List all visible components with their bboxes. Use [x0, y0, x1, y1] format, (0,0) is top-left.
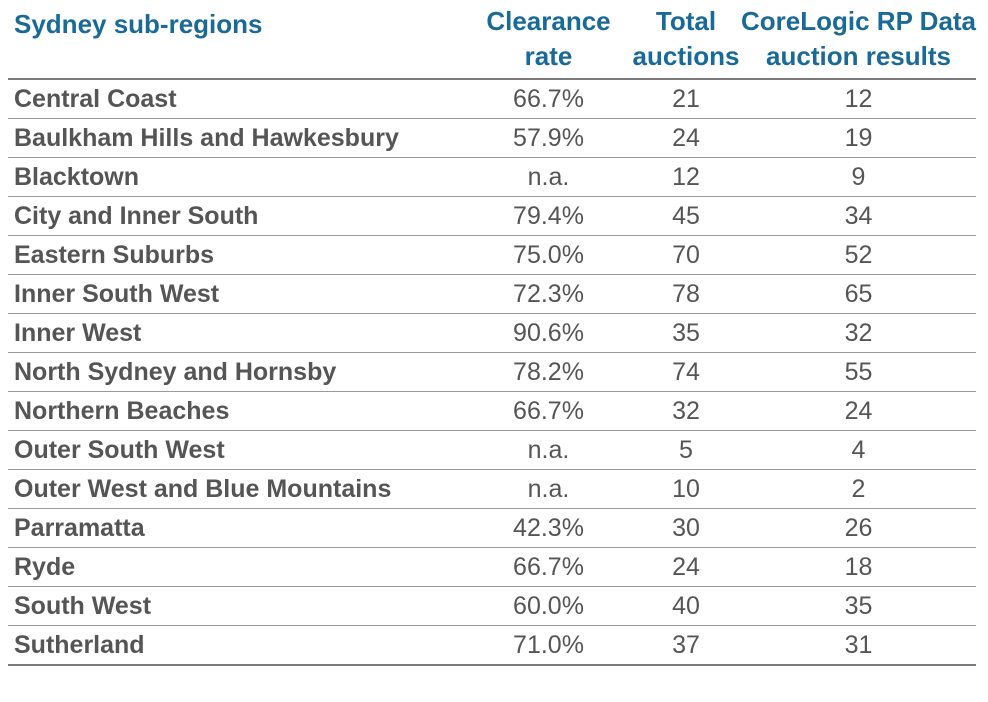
clearance-rate-cell: 42.3% [466, 508, 631, 548]
region-cell: Parramatta [8, 508, 466, 548]
auction-results-cell: 4 [741, 430, 976, 470]
region-cell: Baulkham Hills and Hawkesbury [8, 118, 466, 158]
total-auctions-cell: 21 [631, 79, 741, 119]
clearance-rate-cell: n.a. [466, 430, 631, 470]
header-region: Sydney sub-regions [8, 4, 466, 80]
table-row: Inner South West 72.3% 78 65 [8, 274, 976, 314]
header-total-auctions: Total auctions [631, 4, 741, 80]
table-row: Ryde 66.7% 24 18 [8, 547, 976, 587]
table-row: Blacktown n.a. 12 9 [8, 157, 976, 197]
auction-results-cell: 12 [741, 79, 976, 119]
table-row: Baulkham Hills and Hawkesbury 57.9% 24 19 [8, 118, 976, 158]
clearance-rate-cell: 90.6% [466, 313, 631, 353]
table-row: Outer South West n.a. 5 4 [8, 430, 976, 470]
region-cell: Northern Beaches [8, 391, 466, 431]
clearance-rate-cell: 75.0% [466, 235, 631, 275]
table-body: Central Coast 66.7% 21 12 Baulkham Hills and… [8, 79, 976, 666]
total-auctions-cell: 24 [631, 118, 741, 158]
total-auctions-cell: 74 [631, 352, 741, 392]
header-clearance-rate: Clearance rate [466, 4, 631, 80]
total-auctions-cell: 32 [631, 391, 741, 431]
auction-results-cell: 31 [741, 625, 976, 666]
region-cell: Inner West [8, 313, 466, 353]
auction-results-table-container: Sydney sub-regions Clearance rate Total … [8, 4, 976, 666]
clearance-rate-cell: 79.4% [466, 196, 631, 236]
total-auctions-cell: 35 [631, 313, 741, 353]
region-cell: Blacktown [8, 157, 466, 197]
table-row: South West 60.0% 40 35 [8, 586, 976, 626]
total-auctions-cell: 45 [631, 196, 741, 236]
header-row: Sydney sub-regions Clearance rate Total … [8, 4, 976, 80]
table-row: Eastern Suburbs 75.0% 70 52 [8, 235, 976, 275]
auction-results-cell: 26 [741, 508, 976, 548]
region-cell: Ryde [8, 547, 466, 587]
total-auctions-cell: 37 [631, 625, 741, 666]
clearance-rate-cell: 78.2% [466, 352, 631, 392]
auction-results-cell: 2 [741, 469, 976, 509]
region-cell: Eastern Suburbs [8, 235, 466, 275]
region-cell: North Sydney and Hornsby [8, 352, 466, 392]
clearance-rate-cell: 66.7% [466, 79, 631, 119]
clearance-rate-cell: 72.3% [466, 274, 631, 314]
total-auctions-cell: 5 [631, 430, 741, 470]
auction-results-cell: 55 [741, 352, 976, 392]
total-auctions-cell: 78 [631, 274, 741, 314]
total-auctions-cell: 12 [631, 157, 741, 197]
region-cell: Outer South West [8, 430, 466, 470]
auction-results-table: Sydney sub-regions Clearance rate Total … [8, 4, 976, 666]
region-cell: Inner South West [8, 274, 466, 314]
auction-results-cell: 34 [741, 196, 976, 236]
auction-results-cell: 18 [741, 547, 976, 587]
total-auctions-cell: 40 [631, 586, 741, 626]
header-auction-results: CoreLogic RP Data auction results [741, 4, 976, 80]
clearance-rate-cell: n.a. [466, 469, 631, 509]
clearance-rate-cell: 57.9% [466, 118, 631, 158]
clearance-rate-cell: 60.0% [466, 586, 631, 626]
total-auctions-cell: 24 [631, 547, 741, 587]
auction-results-cell: 32 [741, 313, 976, 353]
auction-results-cell: 19 [741, 118, 976, 158]
table-row: North Sydney and Hornsby 78.2% 74 55 [8, 352, 976, 392]
region-cell: Sutherland [8, 625, 466, 666]
table-row: Northern Beaches 66.7% 32 24 [8, 391, 976, 431]
region-cell: South West [8, 586, 466, 626]
total-auctions-cell: 70 [631, 235, 741, 275]
clearance-rate-cell: 66.7% [466, 391, 631, 431]
total-auctions-cell: 10 [631, 469, 741, 509]
clearance-rate-cell: 71.0% [466, 625, 631, 666]
auction-results-cell: 65 [741, 274, 976, 314]
table-row: Central Coast 66.7% 21 12 [8, 79, 976, 119]
auction-results-cell: 9 [741, 157, 976, 197]
region-cell: Central Coast [8, 79, 466, 119]
table-row: Inner West 90.6% 35 32 [8, 313, 976, 353]
table-row: Outer West and Blue Mountains n.a. 10 2 [8, 469, 976, 509]
table-row: Parramatta 42.3% 30 26 [8, 508, 976, 548]
clearance-rate-cell: 66.7% [466, 547, 631, 587]
auction-results-cell: 35 [741, 586, 976, 626]
region-cell: City and Inner South [8, 196, 466, 236]
table-row: Sutherland 71.0% 37 31 [8, 625, 976, 666]
total-auctions-cell: 30 [631, 508, 741, 548]
table-row: City and Inner South 79.4% 45 34 [8, 196, 976, 236]
clearance-rate-cell: n.a. [466, 157, 631, 197]
region-cell: Outer West and Blue Mountains [8, 469, 466, 509]
auction-results-cell: 24 [741, 391, 976, 431]
auction-results-cell: 52 [741, 235, 976, 275]
